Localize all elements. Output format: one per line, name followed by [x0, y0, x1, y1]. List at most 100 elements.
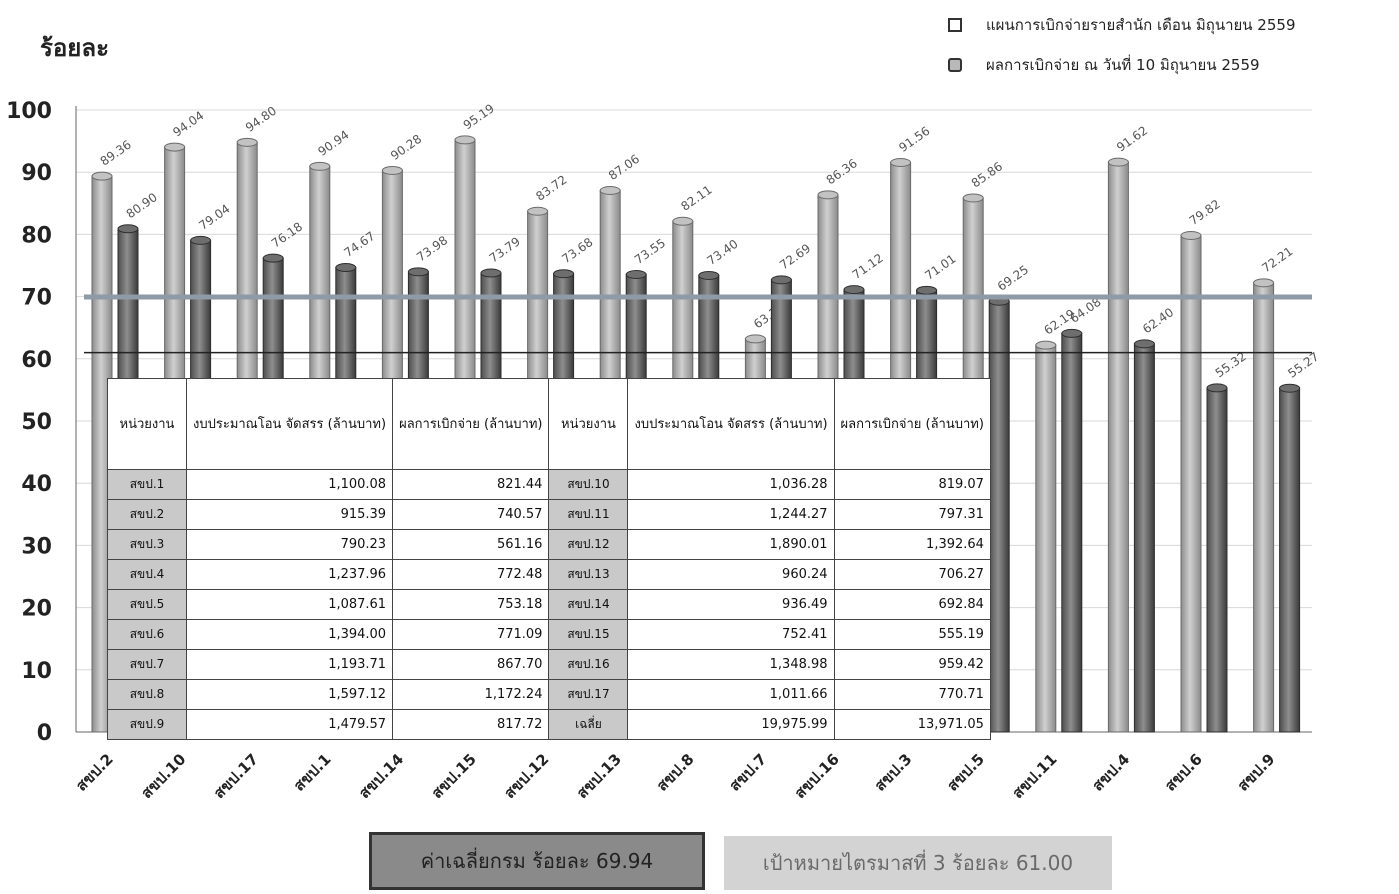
- x-category-label: สขป.8: [653, 750, 698, 795]
- plan-value-label: 87.06: [606, 152, 642, 183]
- table-header-budget: งบประมาณโอน จัดสรร (ล้านบาท): [627, 378, 835, 470]
- table-cell-value: 692.84: [833, 589, 991, 620]
- table-cell-value: 1,087.61: [185, 589, 394, 620]
- x-category-label: สขป.2: [72, 750, 117, 795]
- plan-value-label: 94.80: [243, 104, 279, 135]
- table-row: สขป.2 915.39 740.57 สขป.11 1,244.27 797.31: [107, 499, 991, 530]
- plan-value-label: 72.21: [1259, 244, 1295, 275]
- actual-value-label: 73.68: [559, 235, 595, 266]
- actual-bar: [988, 300, 1010, 733]
- budget-table: หน่วยงาน งบประมาณโอน จัดสรร (ล้านบาท) ผล…: [107, 378, 991, 740]
- table-cell-unit: สขป.5: [107, 589, 187, 620]
- actual-bar: [1133, 343, 1155, 733]
- table-cell-value: 797.31: [833, 499, 991, 530]
- table-cell-unit: สขป.3: [107, 529, 187, 560]
- table-cell-value: 1,172.24: [392, 679, 550, 710]
- table-cell-value: 1,244.27: [627, 499, 835, 530]
- plan-value-label: 91.56: [896, 124, 932, 155]
- x-category-label: สขป.7: [726, 750, 771, 795]
- actual-value-label: 73.79: [487, 234, 523, 265]
- table-header-unit: หน่วยงาน: [548, 378, 629, 470]
- table-cell-value: 753.18: [392, 589, 550, 620]
- plan-bar-top: [817, 190, 839, 200]
- table-cell-value: 1,890.01: [627, 529, 835, 560]
- actual-bar: [1279, 387, 1301, 733]
- plan-value-label: 82.11: [678, 183, 714, 214]
- table-cell-unit: สขป.9: [107, 709, 187, 740]
- table-cell-value: 1,237.96: [185, 559, 394, 590]
- x-category-label: สขป.16: [791, 750, 843, 802]
- y-tick-label: 60: [21, 348, 52, 373]
- table-row: สขป.7 1,193.71 867.70 สขป.16 1,348.98 959.42: [107, 649, 991, 680]
- table-cell-value: 1,394.00: [185, 619, 394, 650]
- table-cell-value: 772.48: [392, 559, 550, 590]
- plan-bar-top: [454, 135, 476, 145]
- table-cell-value: 1,392.64: [833, 529, 991, 560]
- actual-bar-top: [335, 263, 357, 273]
- legend: แผนการเบิกจ่ายรายสำนัก เดือน มิถุนายน 25…: [948, 12, 1296, 92]
- table-cell-unit: สขป.11: [548, 499, 629, 530]
- x-category-label: สขป.13: [573, 750, 625, 802]
- table-cell-unit: สขป.6: [107, 619, 187, 650]
- y-tick-label: 0: [37, 721, 52, 746]
- plan-bar: [1107, 161, 1129, 733]
- plan-value-label: 91.62: [1114, 123, 1150, 154]
- table-header-disbursed: ผลการเบิกจ่าย (ล้านบาท): [833, 378, 991, 470]
- table-cell-value: 936.49: [627, 589, 835, 620]
- plan-bar: [1180, 235, 1202, 733]
- x-category-label: สขป.9: [1234, 750, 1279, 795]
- actual-bar-top: [698, 270, 720, 280]
- actual-bar-top: [553, 269, 575, 279]
- x-category-label: สขป.3: [871, 750, 916, 795]
- table-row: สขป.4 1,237.96 772.48 สขป.13 960.24 706.27: [107, 559, 991, 590]
- table-cell-value: 1,036.28: [627, 469, 835, 500]
- y-tick-label: 40: [21, 472, 52, 497]
- actual-bar-top: [1061, 328, 1083, 338]
- target-summary-box: เป้าหมายไตรมาสที่ 3 ร้อยละ 61.00: [724, 836, 1112, 890]
- plan-bar: [1253, 282, 1275, 733]
- table-cell-value: 1,100.08: [185, 469, 394, 500]
- table-cell-unit: สขป.1: [107, 469, 187, 500]
- actual-bar-top: [262, 253, 284, 263]
- plan-swatch-icon: [948, 18, 962, 32]
- table-cell-unit: สขป.12: [548, 529, 629, 560]
- table-cell-unit: สขป.14: [548, 589, 629, 620]
- table-cell-value: 770.71: [833, 679, 991, 710]
- table-row: สขป.5 1,087.61 753.18 สขป.14 936.49 692.84: [107, 589, 991, 620]
- y-tick-label: 10: [21, 659, 52, 684]
- actual-value-label: 71.12: [850, 251, 886, 282]
- table-cell-unit: เฉลี่ย: [548, 709, 629, 740]
- actual-bar-top: [916, 285, 938, 295]
- table-row: สขป.1 1,100.08 821.44 สขป.10 1,036.28 819.07: [107, 469, 991, 500]
- actual-bar-top: [1206, 383, 1228, 393]
- actual-bar-top: [190, 235, 212, 245]
- plan-bar-top: [962, 193, 984, 203]
- actual-value-label: 74.67: [341, 229, 377, 260]
- actual-value-label: 73.98: [414, 233, 450, 264]
- x-category-label: สขป.12: [500, 750, 552, 802]
- plan-value-label: 94.04: [170, 108, 206, 139]
- table-cell-value: 819.07: [833, 469, 991, 500]
- actual-bar-top: [770, 275, 792, 285]
- table-row: สขป.8 1,597.12 1,172.24 สขป.17 1,011.66 770.7…: [107, 679, 991, 710]
- y-tick-label: 30: [21, 534, 52, 559]
- actual-value-label: 73.55: [632, 236, 668, 267]
- table-cell-value: 1,348.98: [627, 649, 835, 680]
- legend-item-plan: แผนการเบิกจ่ายรายสำนัก เดือน มิถุนายน 25…: [948, 12, 1296, 38]
- x-category-label: สขป.4: [1089, 750, 1134, 795]
- actual-value-label: 76.18: [269, 219, 305, 250]
- table-cell-value: 960.24: [627, 559, 835, 590]
- x-category-label: สขป.17: [210, 750, 262, 802]
- actual-bar-top: [843, 285, 865, 295]
- table-cell-unit: สขป.16: [548, 649, 629, 680]
- table-cell-value: 555.19: [833, 619, 991, 650]
- legend-plan-label: แผนการเบิกจ่ายรายสำนัก เดือน มิถุนายน 25…: [986, 16, 1296, 34]
- plan-bar-top: [1253, 278, 1275, 288]
- table-header-disbursed: ผลการเบิกจ่าย (ล้านบาท): [392, 378, 550, 470]
- plan-bar-top: [599, 185, 621, 195]
- actual-value-label: 72.69: [777, 241, 813, 272]
- plan-bar-top: [890, 157, 912, 167]
- y-tick-label: 100: [6, 99, 52, 124]
- plan-bar-top: [1107, 157, 1129, 167]
- y-axis-title: ร้อยละ: [40, 34, 109, 62]
